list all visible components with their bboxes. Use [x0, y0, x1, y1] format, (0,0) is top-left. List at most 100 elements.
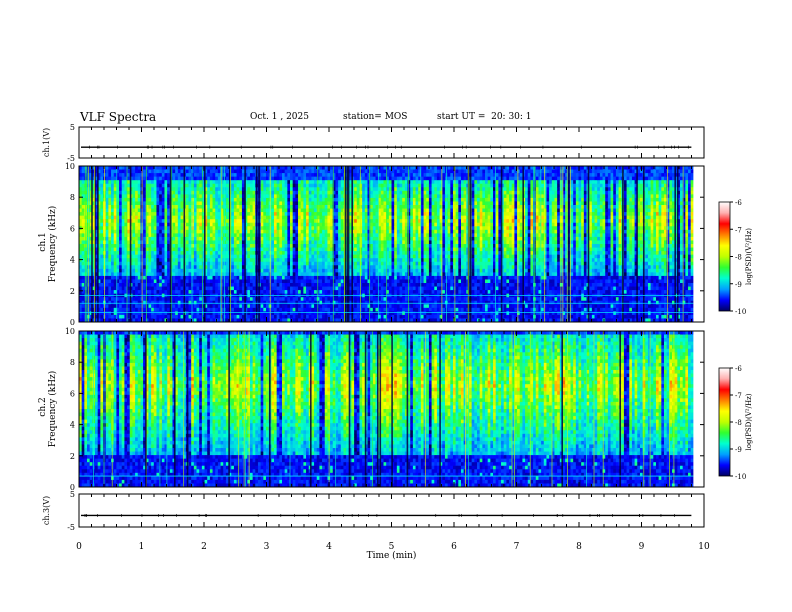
spectrogram-cell	[341, 173, 344, 177]
spectrogram-cell	[282, 191, 285, 195]
spectrogram-cell	[271, 170, 274, 174]
spectrogram-cell	[181, 219, 184, 223]
spectrogram-cell	[367, 226, 370, 230]
spectrogram-cell	[159, 184, 162, 188]
spectrogram-cell	[303, 240, 306, 244]
spectrogram-cell	[114, 311, 117, 315]
spectrogram-cell	[189, 283, 192, 287]
spectrogram-cell	[274, 237, 277, 241]
spectrogram-cell	[367, 223, 370, 227]
spectrogram-cell	[301, 258, 304, 262]
spectrogram-cell	[285, 244, 288, 248]
spectrogram-cell	[282, 205, 285, 209]
spectrogram-cell	[325, 237, 328, 241]
spectrogram-cell	[148, 212, 151, 216]
spectrogram-cell	[199, 258, 202, 262]
spectrogram-cell	[106, 198, 109, 202]
spectrogram-cell	[138, 304, 141, 308]
spectrogram-cell	[186, 194, 189, 198]
spectrogram-cell	[341, 290, 344, 294]
spectrogram-cell	[178, 216, 181, 220]
spectrogram-cell	[314, 212, 317, 216]
spectrogram-cell	[178, 237, 181, 241]
spectrogram-cell	[210, 237, 213, 241]
spectrogram-cell	[306, 209, 309, 213]
spectrogram-cell	[175, 290, 178, 294]
spectrogram-cell	[319, 166, 322, 170]
spectrogram-cell	[266, 233, 269, 237]
spectrogram-cell	[135, 287, 138, 291]
spectrogram-cell	[106, 272, 109, 276]
spectrogram-cell	[215, 212, 218, 216]
spectrogram-cell	[181, 233, 184, 237]
spectrogram-cell	[303, 283, 306, 287]
spectrogram-cell	[108, 166, 111, 170]
spectrogram-cell	[373, 212, 376, 216]
spectrogram-cell	[159, 258, 162, 262]
spectrogram-cell	[365, 219, 368, 223]
spectrogram-cell	[215, 177, 218, 181]
spectrogram-cell	[159, 170, 162, 174]
spectrogram-cell	[207, 269, 210, 273]
spectrogram-cell	[309, 251, 312, 255]
spectrogram-cell	[263, 244, 266, 248]
spectrogram-cell	[175, 194, 178, 198]
spectrogram-cell	[354, 212, 357, 216]
spectrogram-cell	[253, 283, 256, 287]
spectrogram-cell	[290, 290, 293, 294]
spectrogram-cell	[234, 308, 237, 312]
spectrogram-cell	[266, 219, 269, 223]
spectrogram-cell	[327, 198, 330, 202]
spectrogram-cell	[359, 301, 362, 305]
spectrogram-cell	[164, 187, 167, 191]
spectrogram-cell	[298, 297, 301, 301]
spectrogram-cell	[215, 244, 218, 248]
spectrogram-cell	[263, 297, 266, 301]
spectrogram-cell	[325, 255, 328, 259]
spectrogram-cell	[250, 237, 253, 241]
spectrogram-cell	[215, 304, 218, 308]
spectrogram-cell	[106, 212, 109, 216]
spectrogram-cell	[277, 184, 280, 188]
spectrogram-cell	[271, 237, 274, 241]
spectrogram-cell	[239, 184, 242, 188]
spectrogram-cell	[306, 230, 309, 234]
spectrogram-cell	[226, 191, 229, 195]
spectrogram-cell	[303, 184, 306, 188]
spectrogram-cell	[154, 269, 157, 273]
spectrogram-cell	[172, 304, 175, 308]
spectrogram-cell	[327, 255, 330, 259]
spectrogram-cell	[362, 290, 365, 294]
spectrogram-cell	[295, 205, 298, 209]
spectrogram-cell	[175, 219, 178, 223]
spectrogram-cell	[197, 248, 200, 252]
spectrogram-cell	[359, 262, 362, 266]
spectrogram-cell	[325, 272, 328, 276]
spectrogram-cell	[119, 262, 122, 266]
spectrogram-cell	[266, 308, 269, 312]
spectrogram-cell	[266, 223, 269, 227]
spectrogram-cell	[239, 212, 242, 216]
spectrogram-cell	[135, 209, 138, 213]
spectrogram-cell	[237, 187, 240, 191]
spectrogram-cell	[359, 308, 362, 312]
spectrogram-cell	[335, 269, 338, 273]
spectrogram-cell	[279, 201, 282, 205]
spectrogram-cell	[362, 265, 365, 269]
spectrogram-cell	[215, 205, 218, 209]
spectrogram-cell	[194, 191, 197, 195]
spectrogram-cell	[197, 301, 200, 305]
spectrogram-cell	[362, 201, 365, 205]
spectrogram-cell	[199, 265, 202, 269]
spectrogram-cell	[301, 276, 304, 280]
spectrogram-cell	[287, 177, 290, 181]
spectrogram-cell	[287, 258, 290, 262]
spectrogram-cell	[325, 269, 328, 273]
spectrogram-cell	[100, 198, 103, 202]
spectrogram-cell	[207, 219, 210, 223]
spectrogram-cell	[231, 166, 234, 170]
spectrogram-cell	[373, 177, 376, 181]
spectrogram-cell	[127, 290, 130, 294]
spectrogram-cell	[213, 287, 216, 291]
spectrogram-cell	[261, 262, 264, 266]
